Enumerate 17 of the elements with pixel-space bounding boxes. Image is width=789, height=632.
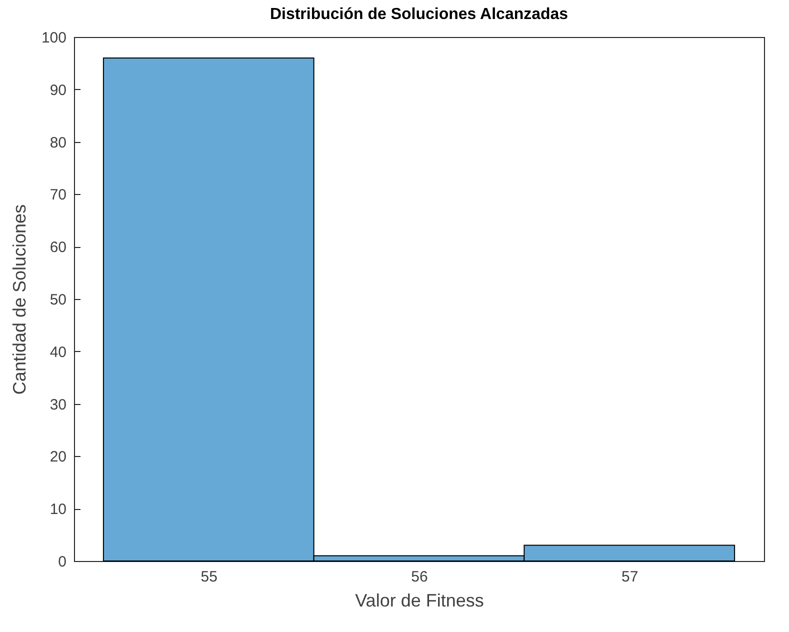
y-tick-label: 90 — [50, 82, 66, 99]
y-tick-label: 50 — [50, 292, 66, 308]
y-tick-label: 0 — [58, 554, 66, 570]
y-tick-label: 20 — [50, 448, 66, 466]
x-axis-title: Valor de Fitness — [355, 590, 484, 610]
chart-title: Distribución de Soluciones Alcanzadas — [270, 6, 568, 23]
y-tick-label: 30 — [50, 396, 66, 414]
y-tick-label: 70 — [50, 186, 66, 204]
x-tick-label: 57 — [622, 568, 638, 586]
y-tick-label: 80 — [50, 134, 66, 152]
y-tick-label: 60 — [50, 239, 66, 256]
y-tick-label: 100 — [41, 30, 66, 46]
y-axis-title: Cantidad de Soluciones — [9, 204, 30, 395]
y-tick-label: 10 — [50, 501, 66, 518]
x-tick-label: 56 — [411, 568, 428, 586]
y-tick-label: 40 — [50, 344, 66, 361]
x-tick-label: 55 — [200, 568, 218, 586]
